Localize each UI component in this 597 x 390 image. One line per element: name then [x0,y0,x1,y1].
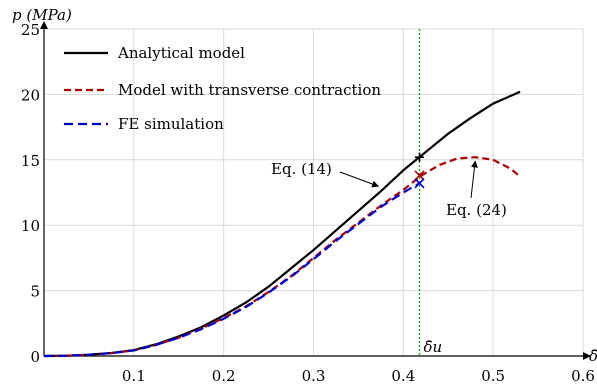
x-axis-label: δ̄ [589,347,597,365]
annotation-eq24-arrow [470,160,478,199]
ultimate-vline: δ̄u [418,29,443,356]
y-tick-label-1: 5 [30,283,40,301]
tick-labels: 0.1 0.2 0.3 0.4 0.5 0.6 0 5 10 15 20 25 [21,21,595,385]
legend-label-analytical: Analytical model [117,44,245,62]
y-axis-arrow [40,21,48,29]
legend: Analytical model Model with transverse c… [64,44,381,133]
x-tick-label-5: 0.6 [571,367,595,385]
markers [414,152,425,189]
annotation-eq24: Eq. (24) [446,201,507,219]
y-axis-label: p (MPa) [12,6,72,24]
y-tick-label-3: 15 [21,152,40,170]
x-tick-label-1: 0.2 [212,367,236,385]
annotation-eq14-arrow [339,171,380,188]
series-line-2 [43,182,421,358]
annotations: Eq. (14) Eq. (24) [271,160,507,219]
y-axis-label-text: p (MPa) [12,6,72,24]
marker-0 [415,152,425,162]
y-tick-label-2: 10 [21,217,40,235]
series-line-1 [43,156,521,358]
axes [40,21,591,360]
series-lines [43,90,521,358]
x-tick-label-2: 0.3 [302,367,326,385]
y-tick-label-0: 0 [30,348,40,366]
vline-label: δ̄u [424,338,443,356]
x-tick-label-0: 0.1 [122,367,146,385]
y-tick-label-4: 20 [21,86,40,104]
x-tick-label-4: 0.5 [481,367,505,385]
legend-label-transverse: Model with transverse contraction [118,81,381,99]
legend-label-fe: FE simulation [118,115,224,133]
grid [44,28,584,357]
x-tick-label-3: 0.4 [391,367,415,385]
marker-2 [414,178,425,189]
x-axis-arrow [583,352,591,360]
y-tick-label-5: 25 [21,21,40,39]
marker-1 [414,170,425,181]
annotation-eq14: Eq. (14) [271,160,332,178]
series-line-0 [43,90,521,358]
